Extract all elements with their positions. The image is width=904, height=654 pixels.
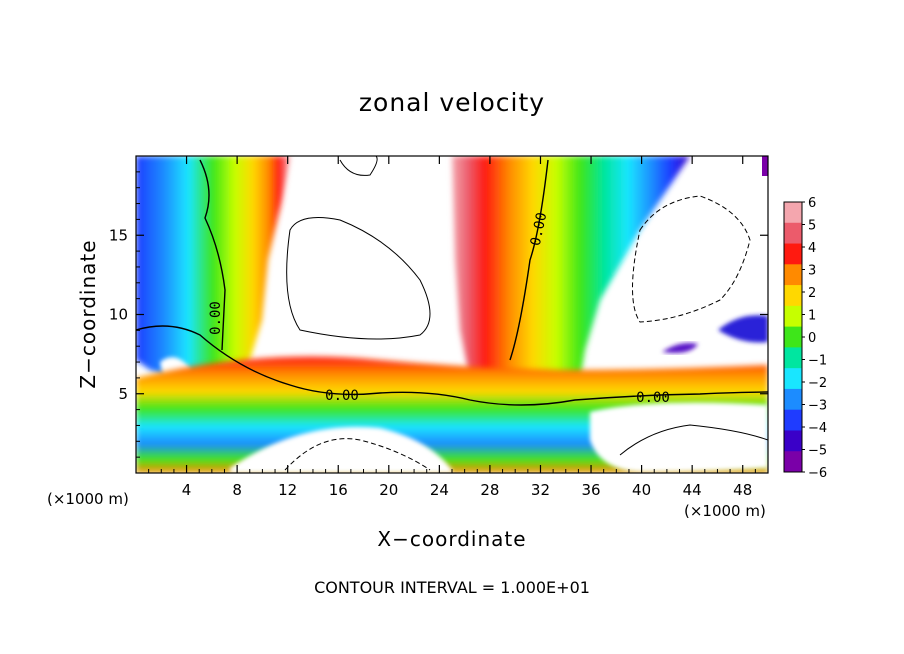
colorbar-label: 2 [808, 286, 816, 301]
colorbar: 6 5 4 3 2 1 0 −1 −2 −3 −4 −5 −6 [783, 196, 827, 481]
y-tick-label: 5 [118, 385, 128, 403]
x-tick-label: 44 [683, 481, 702, 499]
contour-line [136, 325, 768, 406]
x-tick-label: 12 [278, 481, 297, 499]
y-tick-label: 10 [109, 306, 128, 324]
x-tick-label: 16 [329, 481, 348, 499]
colorbar-label: −1 [808, 354, 827, 369]
y-scale-note: (×1000 m) [47, 490, 129, 508]
colorbar-swatch [784, 388, 802, 411]
x-tick-label: 36 [581, 481, 600, 499]
colorbar-swatch [784, 430, 802, 452]
x-tick-label: 32 [531, 481, 550, 499]
colorbar-swatch [784, 285, 802, 307]
colorbar-label: −6 [808, 466, 827, 481]
colorbar-swatch [784, 347, 802, 369]
x-tick-label: 20 [379, 481, 398, 499]
x-tick-label: 28 [480, 481, 499, 499]
contour-line [199, 159, 226, 351]
x-tick-label: 4 [182, 481, 192, 499]
x-ticks: 4 8 12 16 20 24 28 32 36 40 44 48 [148, 156, 756, 499]
contour-label: 0.00 [636, 390, 670, 406]
y-ticks: 5 10 15 [109, 171, 768, 458]
x-scale-note: (×1000 m) [684, 502, 766, 520]
colorbar-label: 3 [808, 264, 816, 279]
contour-label: 0.00 [325, 388, 359, 404]
colorbar-label: 6 [808, 196, 816, 211]
colorbar-label: 1 [808, 309, 816, 324]
colorbar-swatch [784, 409, 802, 431]
colorbar-label: −4 [808, 421, 827, 436]
colorbar-swatch [784, 202, 802, 224]
x-tick-label: 40 [632, 481, 651, 499]
colorbar-swatch [784, 326, 802, 348]
colorbar-label: −2 [808, 376, 827, 391]
colorbar-label: −3 [808, 399, 827, 414]
contour-interval-note: CONTOUR INTERVAL = 1.000E+01 [314, 578, 590, 597]
x-tick-label: 8 [232, 481, 242, 499]
y-tick-label: 15 [109, 226, 128, 244]
chart-title: zonal velocity [358, 88, 546, 117]
contour-line [509, 159, 549, 361]
contour-label: 0.00 [528, 211, 551, 247]
colorbar-label: 5 [808, 219, 816, 234]
contour-line [339, 156, 378, 176]
contour-line [632, 195, 751, 323]
colorbar-swatch [784, 305, 802, 328]
contour-line [286, 217, 431, 340]
contour-line [284, 438, 431, 471]
x-tick-label: 48 [733, 481, 752, 499]
colorbar-label: 4 [808, 241, 816, 256]
colorbar-swatch [784, 243, 802, 265]
contour-label: 0.00 [208, 301, 224, 335]
velocity-field [136, 156, 768, 473]
contour-line [619, 424, 768, 456]
colorbar-label: 0 [808, 331, 816, 346]
colorbar-swatch [784, 264, 802, 286]
x-tick-label: 24 [430, 481, 449, 499]
colorbar-swatch [784, 222, 802, 245]
x-axis-label: X−coordinate [377, 527, 527, 551]
colorbar-swatch [784, 368, 802, 390]
colorbar-swatch [784, 451, 802, 473]
colorbar-label: −5 [808, 444, 827, 459]
